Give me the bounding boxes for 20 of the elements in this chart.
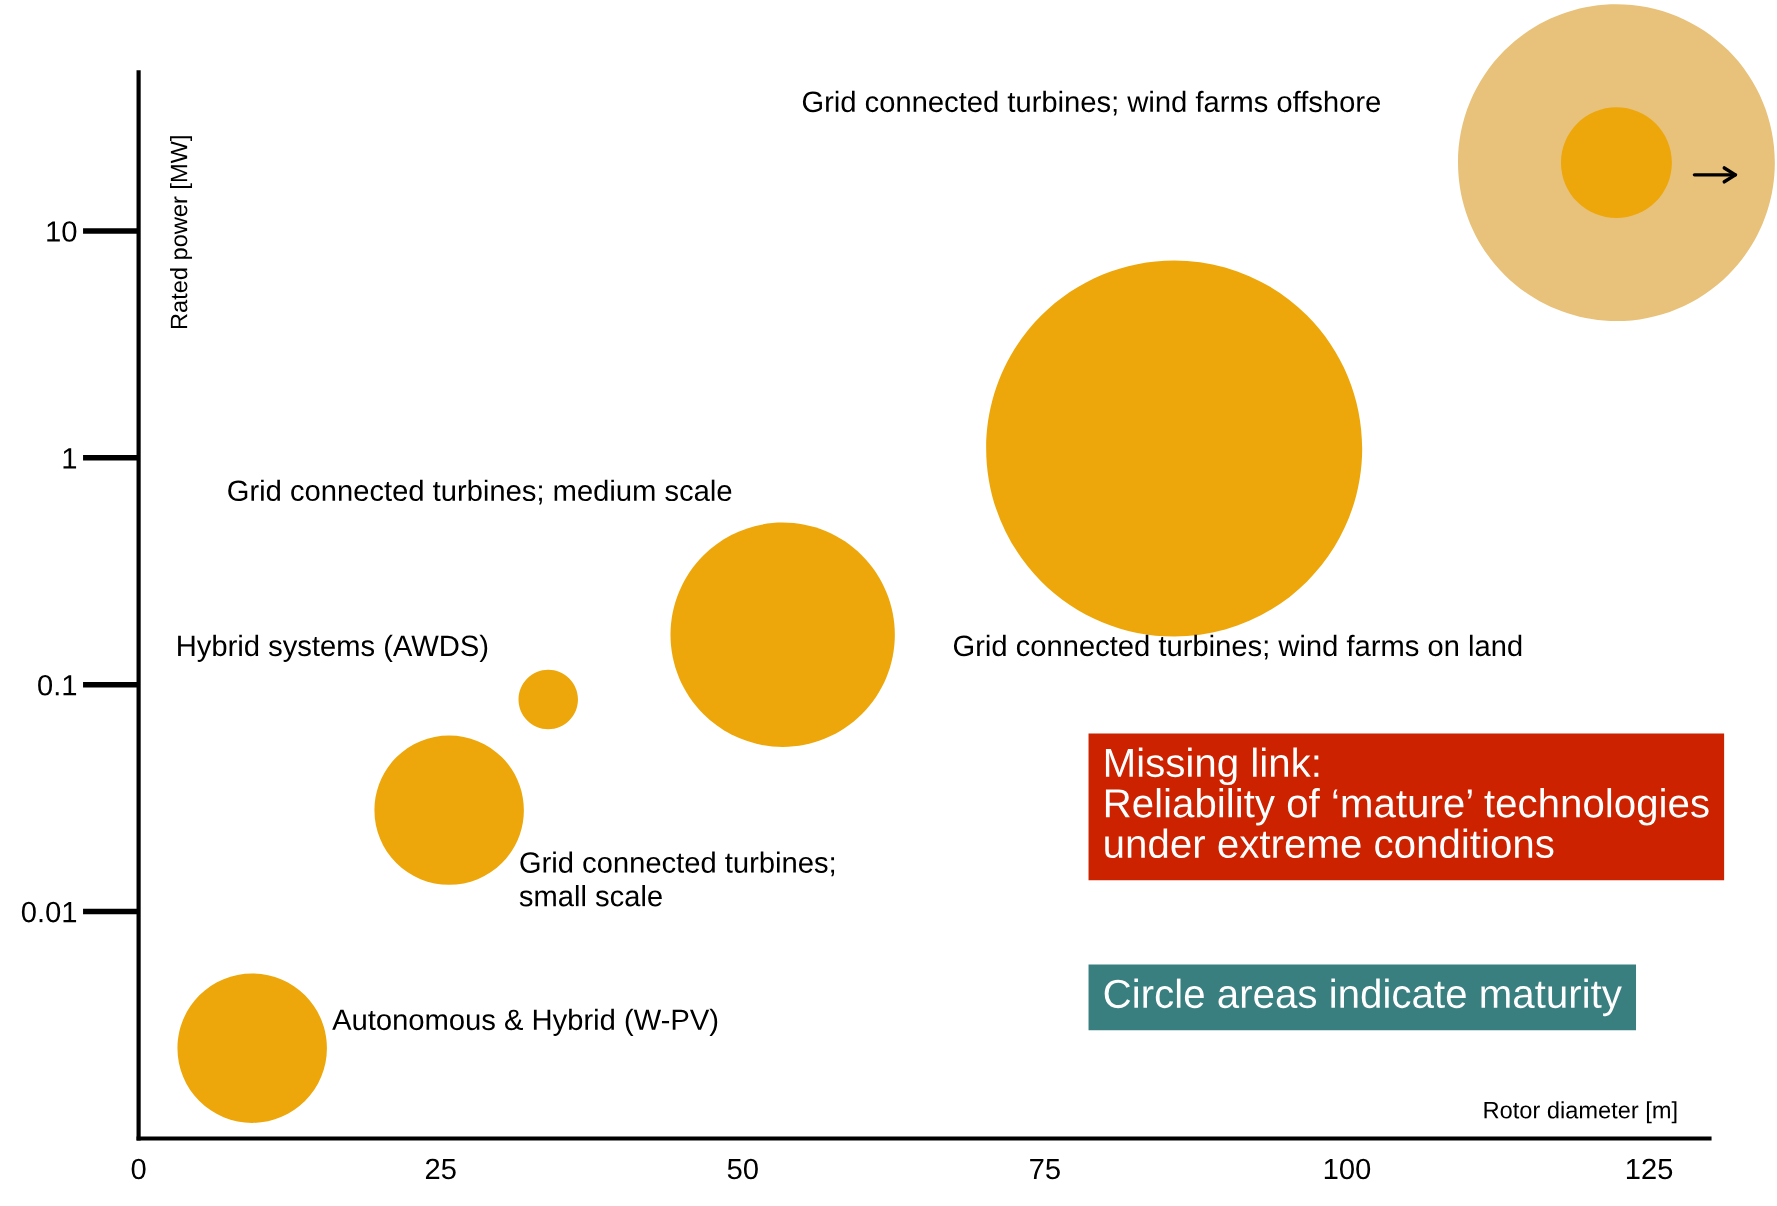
annotation: Autonomous & Hybrid (W-PV) [332, 1008, 718, 1036]
annotation: Circle areas indicate maturity [1104, 978, 1622, 1017]
x-tick-label: 125 [1626, 1158, 1673, 1180]
x-axis-title: Rotor diameter [m] [1484, 1101, 1677, 1124]
annotation: Missing link: Reliability of ‘mature’ technologies under extreme conditions [1105, 747, 1709, 859]
y-tick-label: 1 [63, 448, 77, 469]
x-tick-label: 0 [131, 1158, 146, 1180]
y-tick-label: 0.1 [38, 674, 77, 696]
y-tick-label: 10 [47, 221, 77, 242]
y-tick-label: 0.01 [21, 901, 77, 923]
annotation: Grid connected turbines; wind farms on land [953, 634, 1522, 660]
x-tick-label: 75 [1030, 1158, 1060, 1180]
annotation: Grid connected turbines; small scale [519, 851, 835, 907]
x-tick-label: 100 [1324, 1158, 1371, 1180]
annotation: Hybrid systems (AWDS) [178, 634, 488, 662]
annotation: Grid connected turbines; wind farms offshore [802, 90, 1380, 116]
x-tick-label: 50 [727, 1158, 758, 1180]
x-tick-label: 25 [425, 1158, 456, 1180]
y-axis-title: Rated power [MW] [170, 136, 193, 329]
annotation: Grid connected turbines; medium scale [228, 479, 732, 505]
